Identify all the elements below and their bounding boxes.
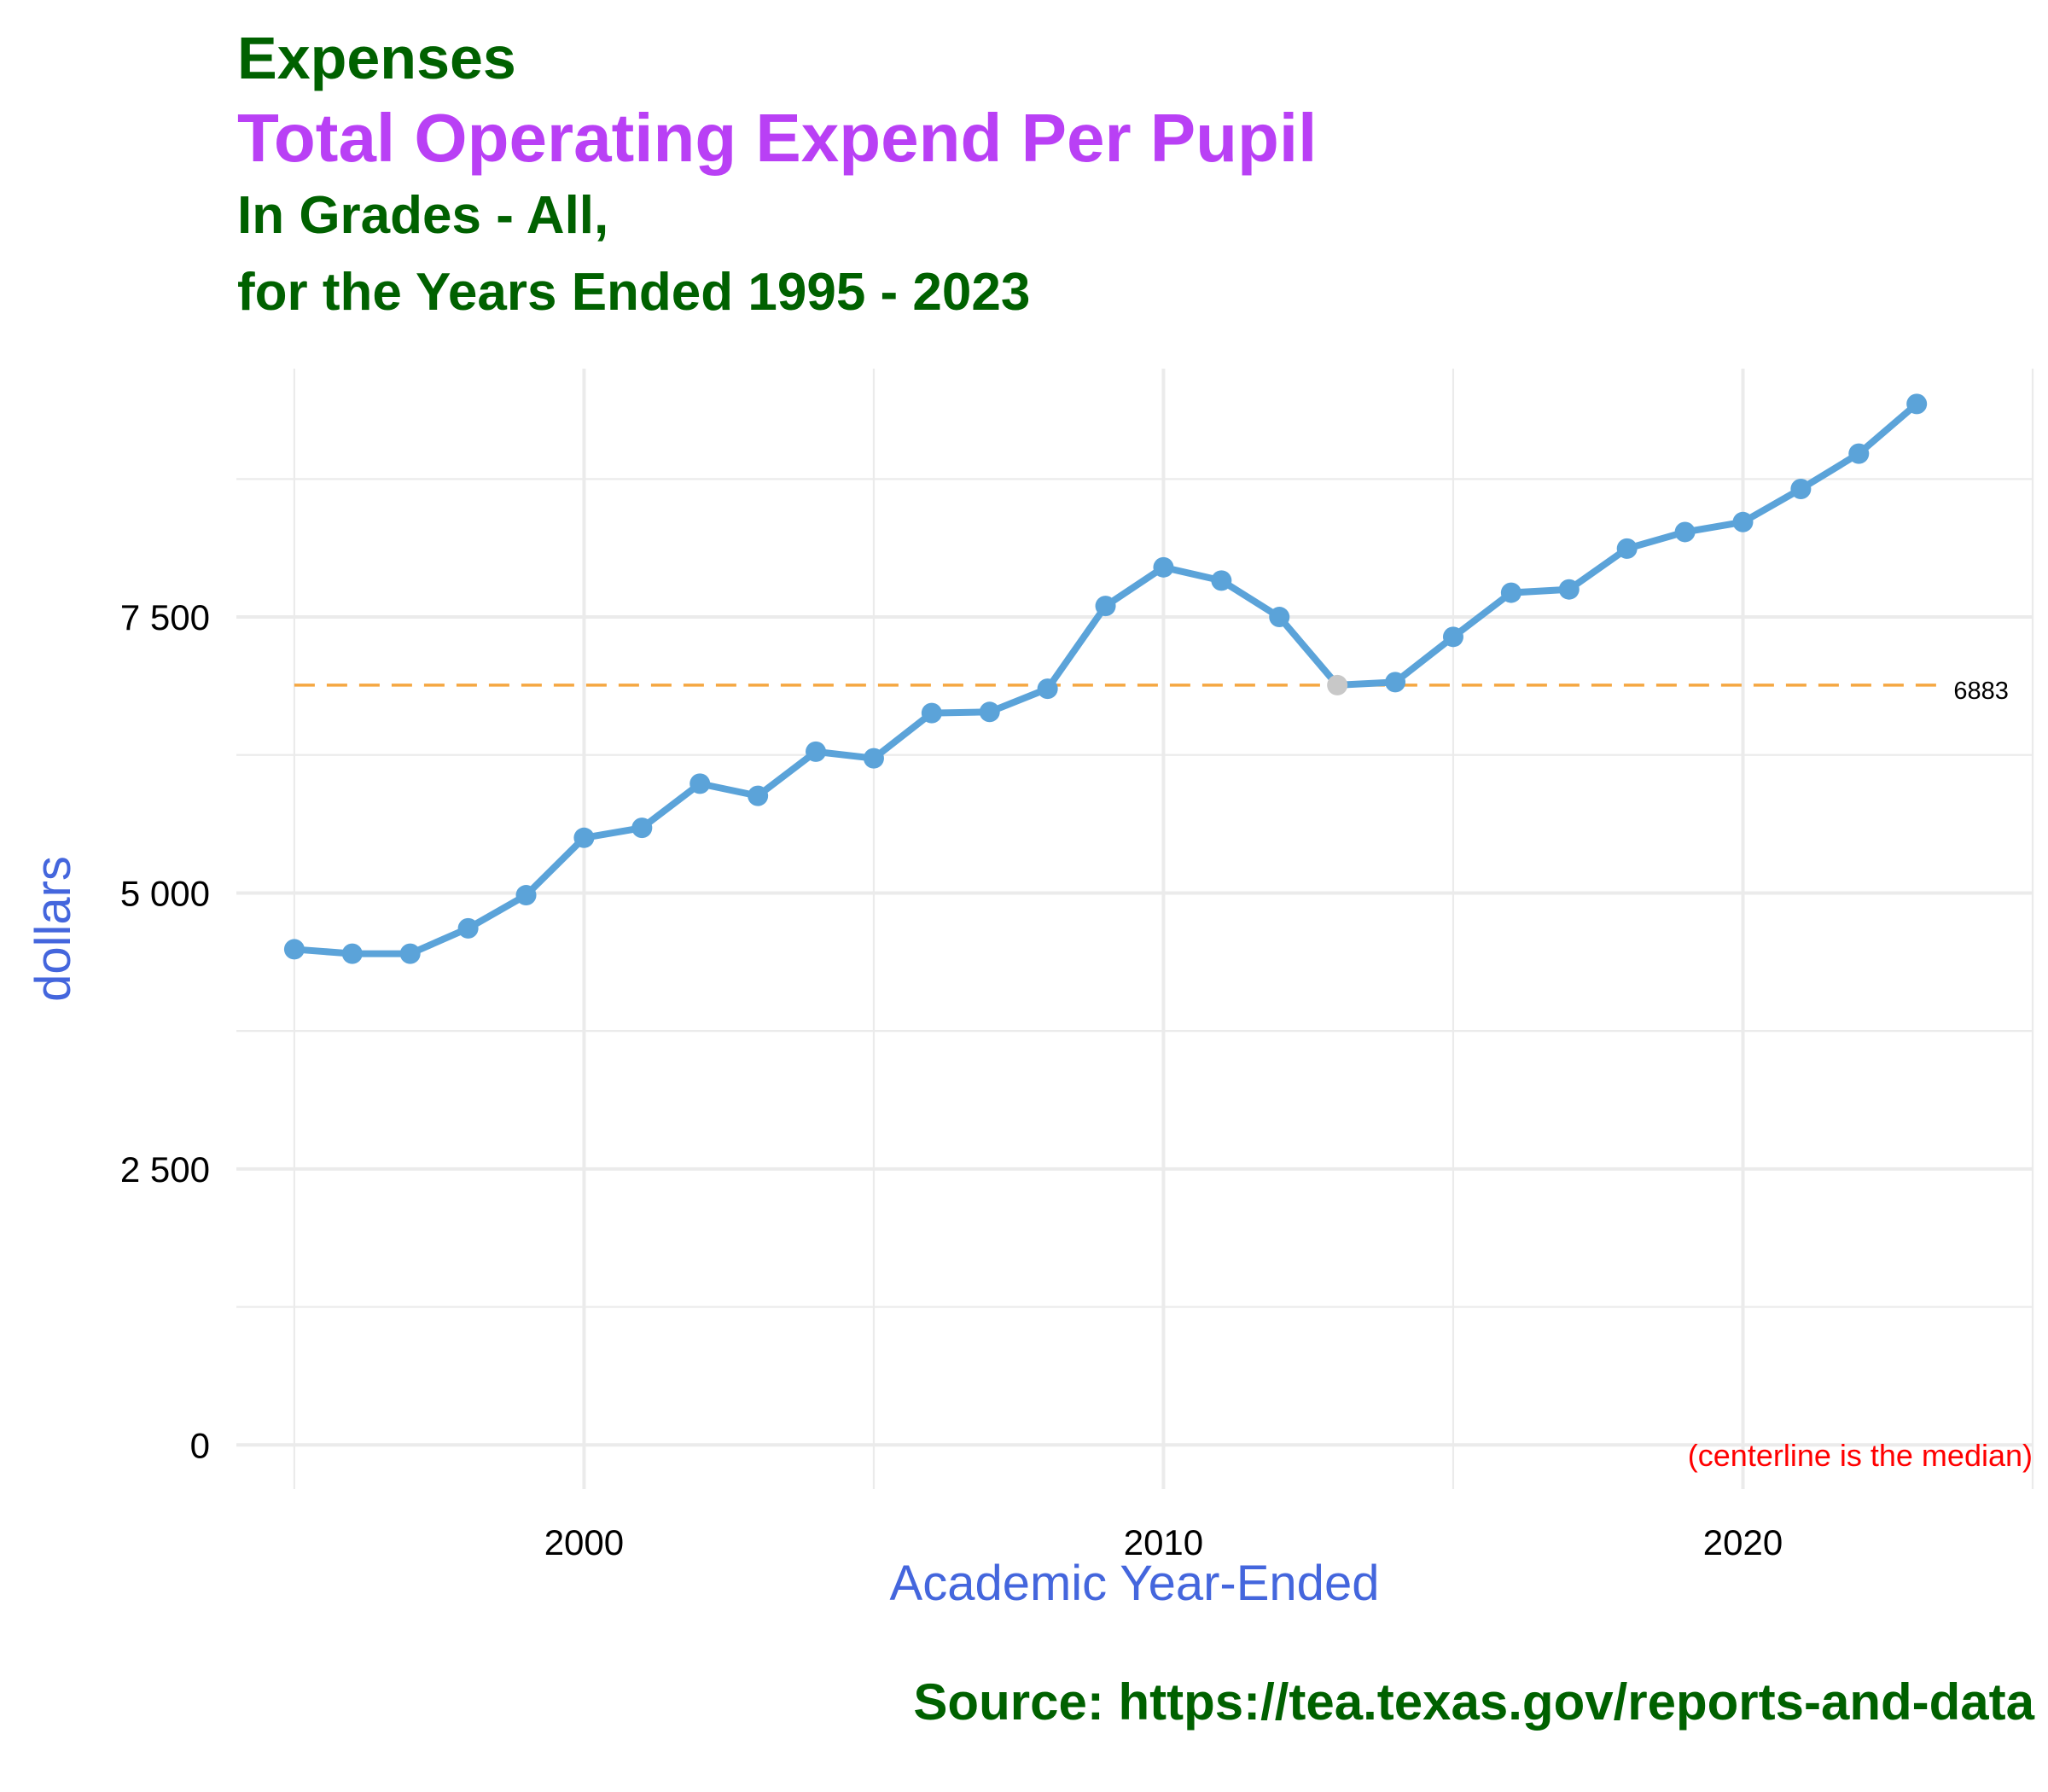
median-label: 6883 [1953,678,2009,705]
data-point [1558,579,1580,600]
data-point [399,943,421,964]
data-point [979,701,1000,723]
x-axis-label: Academic Year-Ended [890,1556,1380,1611]
data-point [573,827,595,848]
data-point [1385,672,1406,693]
chart-subtitle-grades: In Grades - All, [237,186,609,245]
data-points [283,393,1928,964]
chart-subtitle: Total Operating Expend Per Pupil [237,100,1318,176]
grid-major [236,369,2033,1489]
data-point [1674,521,1696,543]
data-point [806,741,827,762]
x-tick-labels: 2000 2010 2020 [544,1522,1783,1562]
data-point [457,917,479,939]
title-block: Expenses Total Operating Expend Per Pupi… [237,17,1317,331]
data-point [341,943,363,964]
data-point [1500,582,1521,603]
data-point [1616,538,1638,559]
data-point [515,885,537,906]
data-point [1269,607,1290,628]
grid-minor [236,369,2034,1489]
data-point [1848,443,1870,464]
x-tick-label: 2000 [544,1522,624,1562]
data-point [283,939,305,960]
data-point [1732,511,1754,532]
data-point [1037,678,1058,700]
chart-subtitle-years: for the Years Ended 1995 - 2023 [237,263,1031,322]
data-point [1442,626,1463,648]
y-tick-label: 7 500 [120,597,210,637]
series-line [294,401,1919,957]
y-axis-label: dollars [26,856,81,1002]
x-tick-label: 2020 [1703,1522,1783,1562]
data-point [689,773,711,794]
chart-title: Expenses [237,25,516,91]
median-note: (centerline is the median) [1688,1438,2033,1473]
data-point [631,817,653,839]
data-point [1906,393,1928,415]
data-point [921,702,942,724]
y-tick-label: 5 000 [120,873,210,913]
data-point [1211,570,1232,591]
data-point [748,785,769,806]
data-point [1095,596,1116,617]
data-point [1153,556,1174,578]
data-point [863,748,884,769]
x-tick-label: 2010 [1124,1522,1203,1562]
source-caption: Source: https://tea.texas.gov/reports-an… [913,1673,2034,1731]
data-point [1327,674,1348,695]
y-tick-labels: 0 2 500 5 000 7 500 [120,597,210,1465]
data-point [1790,479,1812,500]
y-tick-label: 2 500 [120,1149,210,1190]
y-tick-label: 0 [190,1425,210,1465]
